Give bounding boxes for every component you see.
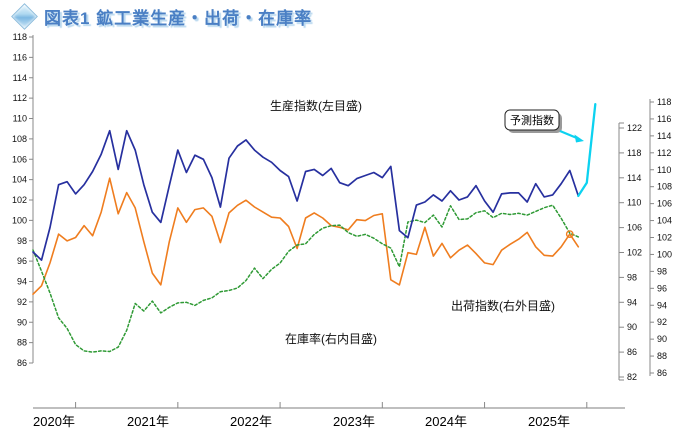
- year-tick-label: 2020年: [33, 414, 75, 429]
- diamond-icon: [10, 2, 38, 30]
- forecast-box: [504, 109, 560, 131]
- right-outer-tick-label: 98: [657, 266, 667, 276]
- right-inner-tick-label: 122: [627, 123, 642, 133]
- right-outer-tick-label: 88: [657, 351, 667, 361]
- right-outer-tick-label: 108: [657, 182, 672, 192]
- right-inner-tick-label: 94: [627, 297, 637, 307]
- right-outer-tick-label: 116: [657, 114, 671, 124]
- left-axis-tick-label: 110: [13, 114, 27, 124]
- right-outer-tick-label: 104: [657, 216, 672, 226]
- left-axis-tick-label: 90: [17, 317, 27, 327]
- left-axis-tick-label: 106: [12, 154, 27, 164]
- right-inner-tick-label: 118: [627, 148, 641, 158]
- inventory-line: [32, 204, 580, 353]
- left-axis-tick-label: 94: [17, 277, 27, 287]
- year-tick-label: 2021年: [127, 414, 169, 429]
- production-series-label: 生産指数(左目盛): [270, 98, 362, 113]
- forecast-box-label: 予測指数: [510, 113, 554, 127]
- right-outer-tick-label: 90: [657, 334, 667, 344]
- right-outer-axis: 118 116 114 112 110 108 106 104 102 100 98 96 94 92 90…: [649, 97, 672, 378]
- forecast-arrow-icon: [559, 129, 579, 140]
- left-axis-tick-label: 116: [13, 52, 27, 62]
- left-axis-tick-label: 114: [13, 73, 27, 83]
- right-inner-tick-label: 90: [627, 322, 637, 332]
- right-inner-tick-label: 98: [627, 272, 637, 282]
- right-outer-tick-label: 106: [657, 199, 672, 209]
- left-axis-tick-label: 86: [17, 358, 27, 368]
- right-inner-axis: 122 118 114 110 106 102 98 94 90 86 82: [618, 122, 642, 382]
- left-axis-tick-label: 88: [17, 338, 27, 348]
- left-axis-tick-label: 104: [12, 175, 27, 185]
- left-axis: 118 116 114 112 110 108 106 104 102 100 98 96 94 92 90…: [12, 32, 34, 368]
- left-axis-tick-label: 98: [17, 236, 27, 246]
- right-inner-tick-label: 110: [627, 198, 641, 208]
- right-outer-tick-label: 86: [657, 368, 667, 378]
- page-title: 図表1 鉱工業生産・出荷・在庫率: [44, 8, 313, 28]
- left-axis-tick-label: 102: [12, 195, 27, 205]
- right-outer-tick-label: 110: [657, 165, 671, 175]
- right-outer-tick-label: 114: [657, 131, 671, 141]
- shipment-line: [32, 177, 580, 296]
- year-tick-label: 2024年: [425, 414, 467, 429]
- year-tick-label: 2023年: [333, 414, 375, 429]
- forecast-arrowhead-icon: [574, 134, 584, 143]
- inventory-series-label: 在庫率(右内目盛): [285, 331, 377, 346]
- right-inner-tick-label: 106: [627, 223, 642, 233]
- shipment-series-label: 出荷指数(右外目盛): [451, 298, 555, 313]
- left-axis-tick-label: 92: [17, 297, 27, 307]
- x-axis: 2020年 2021年 2022年 2023年 2024年 2025年: [33, 402, 625, 429]
- right-inner-tick-label: 86: [627, 347, 637, 357]
- year-tick-label: 2022年: [230, 414, 272, 429]
- right-outer-tick-label: 96: [657, 283, 667, 293]
- forecast-line: [577, 103, 597, 198]
- left-axis-tick-label: 108: [12, 134, 27, 144]
- right-inner-tick-label: 82: [627, 372, 637, 382]
- shipment-end-marker: [565, 230, 574, 239]
- right-outer-tick-label: 112: [657, 148, 671, 158]
- production-line: [32, 129, 580, 261]
- left-axis-tick-label: 96: [17, 256, 27, 266]
- left-axis-tick-label: 100: [12, 215, 27, 225]
- year-tick-label: 2025年: [528, 414, 570, 429]
- right-outer-tick-label: 100: [657, 249, 672, 259]
- right-outer-tick-label: 118: [657, 97, 671, 107]
- right-inner-tick-label: 102: [627, 248, 642, 258]
- right-outer-tick-label: 92: [657, 317, 667, 327]
- left-axis-tick-label: 112: [13, 93, 27, 103]
- chart-title-bar: 図表1 鉱工業生産・出荷・在庫率: [10, 2, 312, 30]
- forecast-annotation: 予測指数: [504, 109, 584, 143]
- right-inner-tick-label: 114: [627, 173, 641, 183]
- right-outer-tick-label: 102: [657, 233, 672, 243]
- left-axis-tick-label: 118: [13, 32, 27, 42]
- right-outer-tick-label: 94: [657, 300, 667, 310]
